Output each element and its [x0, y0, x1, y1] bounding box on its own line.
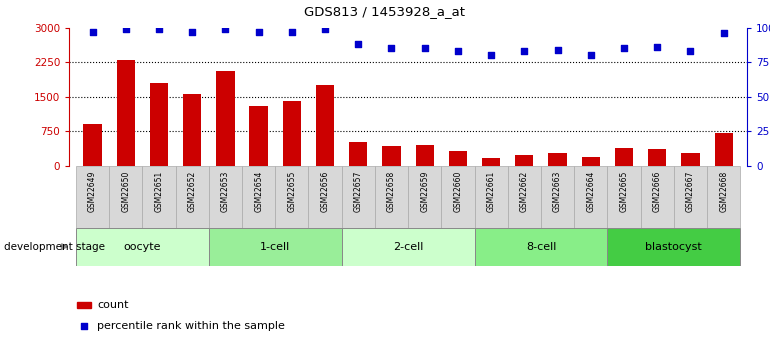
FancyBboxPatch shape: [441, 166, 474, 228]
FancyBboxPatch shape: [707, 166, 740, 228]
Point: [685, 48, 697, 54]
Text: GSM22655: GSM22655: [287, 170, 296, 212]
FancyBboxPatch shape: [209, 166, 242, 228]
Text: GSM22660: GSM22660: [454, 170, 463, 212]
FancyBboxPatch shape: [109, 166, 142, 228]
Text: GSM22668: GSM22668: [719, 170, 728, 212]
Text: GDS813 / 1453928_a_at: GDS813 / 1453928_a_at: [304, 5, 466, 18]
Text: count: count: [97, 300, 129, 310]
FancyBboxPatch shape: [474, 166, 507, 228]
FancyBboxPatch shape: [342, 228, 474, 266]
Point: [119, 26, 132, 32]
Text: GSM22659: GSM22659: [420, 170, 429, 212]
FancyBboxPatch shape: [176, 166, 209, 228]
Point: [618, 46, 630, 51]
FancyBboxPatch shape: [242, 166, 275, 228]
FancyBboxPatch shape: [608, 166, 641, 228]
Bar: [216, 71, 235, 166]
Text: GSM22662: GSM22662: [520, 170, 529, 212]
FancyBboxPatch shape: [76, 228, 209, 266]
FancyBboxPatch shape: [574, 166, 608, 228]
Text: GSM22667: GSM22667: [686, 170, 695, 212]
Text: GSM22663: GSM22663: [553, 170, 562, 212]
Bar: [77, 302, 91, 308]
Text: GSM22666: GSM22666: [653, 170, 661, 212]
FancyBboxPatch shape: [375, 166, 408, 228]
Bar: [449, 151, 467, 166]
FancyBboxPatch shape: [641, 166, 674, 228]
FancyBboxPatch shape: [674, 166, 707, 228]
Bar: [548, 153, 567, 166]
Bar: [283, 101, 301, 166]
Bar: [349, 142, 367, 166]
Bar: [581, 157, 600, 166]
Bar: [83, 124, 102, 166]
Text: blastocyst: blastocyst: [645, 242, 702, 252]
Text: GSM22658: GSM22658: [387, 170, 396, 212]
Bar: [482, 158, 500, 166]
FancyBboxPatch shape: [142, 166, 176, 228]
FancyBboxPatch shape: [309, 166, 342, 228]
Point: [219, 26, 232, 32]
Text: percentile rank within the sample: percentile rank within the sample: [97, 321, 285, 331]
Point: [584, 52, 597, 58]
Point: [286, 29, 298, 34]
Text: 1-cell: 1-cell: [260, 242, 290, 252]
Bar: [615, 148, 633, 166]
Bar: [183, 94, 201, 166]
Text: 8-cell: 8-cell: [526, 242, 556, 252]
Point: [518, 48, 531, 54]
FancyBboxPatch shape: [474, 228, 608, 266]
FancyBboxPatch shape: [408, 166, 441, 228]
Text: development stage: development stage: [4, 242, 105, 252]
Bar: [515, 155, 534, 166]
Point: [78, 323, 90, 329]
Point: [186, 29, 199, 34]
Bar: [150, 83, 168, 166]
Text: oocyte: oocyte: [124, 242, 161, 252]
FancyBboxPatch shape: [342, 166, 375, 228]
Point: [551, 47, 564, 52]
FancyBboxPatch shape: [76, 166, 109, 228]
FancyBboxPatch shape: [209, 228, 342, 266]
Point: [419, 46, 431, 51]
Point: [452, 48, 464, 54]
Point: [718, 30, 730, 36]
FancyBboxPatch shape: [507, 166, 541, 228]
Bar: [316, 85, 334, 166]
Text: GSM22664: GSM22664: [586, 170, 595, 212]
Text: GSM22657: GSM22657: [353, 170, 363, 212]
Bar: [648, 149, 666, 166]
Text: GSM22650: GSM22650: [121, 170, 130, 212]
Point: [352, 41, 364, 47]
Bar: [416, 145, 434, 166]
Bar: [249, 106, 268, 166]
Text: GSM22656: GSM22656: [320, 170, 330, 212]
Point: [319, 26, 331, 32]
Bar: [116, 60, 135, 166]
Text: GSM22652: GSM22652: [188, 170, 196, 212]
Text: GSM22661: GSM22661: [487, 170, 496, 212]
Point: [253, 29, 265, 34]
Bar: [715, 134, 733, 166]
Point: [86, 29, 99, 34]
FancyBboxPatch shape: [608, 228, 740, 266]
FancyBboxPatch shape: [275, 166, 309, 228]
Point: [485, 52, 497, 58]
Text: 2-cell: 2-cell: [393, 242, 424, 252]
Point: [385, 46, 397, 51]
Bar: [383, 146, 400, 166]
Text: GSM22649: GSM22649: [88, 170, 97, 212]
Text: GSM22653: GSM22653: [221, 170, 230, 212]
Point: [651, 44, 664, 50]
Point: [152, 26, 165, 32]
Text: GSM22651: GSM22651: [155, 170, 163, 212]
FancyBboxPatch shape: [541, 166, 574, 228]
Text: GSM22654: GSM22654: [254, 170, 263, 212]
Text: GSM22665: GSM22665: [620, 170, 628, 212]
Bar: [681, 153, 700, 166]
